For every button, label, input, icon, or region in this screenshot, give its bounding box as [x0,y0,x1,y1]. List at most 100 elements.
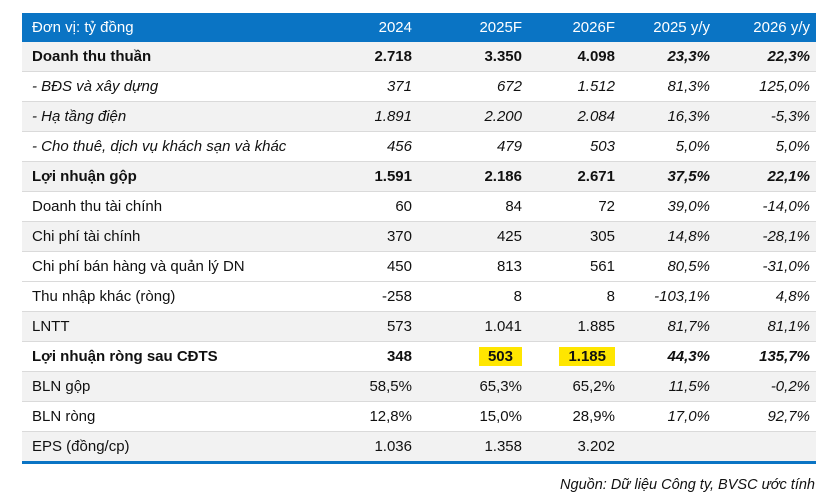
value-cell: 65,2% [528,371,621,402]
value-cell: 2.186 [418,161,528,192]
value-cell: 60 [332,191,418,222]
value-cell: 2.671 [528,161,621,192]
yoy-value-cell: 16,3% [621,101,716,132]
value-cell: 12,8% [332,401,418,432]
value-cell: 456 [332,131,418,162]
column-header-2024: 2024 [378,19,412,36]
yoy-value-cell: 92,7% [716,401,816,432]
table-row: - Cho thuê, dịch vụ khách sạn và khác 456… [22,131,816,162]
value-cell: 4.098 [577,48,615,65]
value-cell: 3.350 [484,48,522,65]
yoy-value-cell [716,431,816,463]
table-row: - BĐS và xây dựng 371 672 1.512 81,3% 125,0% [22,71,816,102]
row-label: Doanh thu tài chính [22,191,332,222]
row-label: EPS (đồng/cp) [22,431,332,463]
value-cell: 348 [332,341,418,372]
value-cell: 65,3% [418,371,528,402]
yoy-value-cell: 81,1% [716,311,816,342]
table-row: Lợi nhuận ròng sau CĐTS 348 503 1.185 44,3% 1… [22,341,816,372]
yoy-value-cell: 5,0% [621,131,716,162]
highlighted-value: 503 [478,347,522,366]
row-label: Doanh thu thuần [32,48,152,65]
table-row: Thu nhập khác (ròng) -258 8 8 -103,1% 4,8% [22,281,816,312]
value-cell: 3.202 [528,431,621,463]
yoy-value-cell: 44,3% [621,341,716,372]
row-label: BLN ròng [22,401,332,432]
value-cell: 2.718 [374,48,412,65]
table-row: Doanh thu tài chính 60 84 72 39,0% -14,0% [22,191,816,222]
value-cell: 371 [332,71,418,102]
value-cell: 15,0% [418,401,528,432]
yoy-value-cell: 125,0% [716,71,816,102]
row-label: - Hạ tầng điện [22,101,332,132]
row-label: Lợi nhuận gộp [22,161,332,192]
yoy-value-cell: 17,0% [621,401,716,432]
value-cell: 370 [332,221,418,252]
value-cell: 1.591 [332,161,418,192]
yoy-value-cell: 37,5% [621,161,716,192]
value-cell: 425 [418,221,528,252]
unit-label: Đơn vị: tỷ đồng [32,19,134,36]
table-row: BLN gộp 58,5% 65,3% 65,2% 11,5% -0,2% [22,371,816,402]
column-header-2026f: 2026F [572,19,615,36]
yoy-value-cell: -31,0% [716,251,816,282]
value-cell: 561 [528,251,621,282]
yoy-value-cell: 39,0% [621,191,716,222]
yoy-value-cell: -14,0% [716,191,816,222]
value-cell: -258 [332,281,418,312]
table-row: Chi phí bán hàng và quản lý DN 450 813 561 8… [22,251,816,282]
value-cell: 72 [528,191,621,222]
value-cell: 479 [418,131,528,162]
table-row: Lợi nhuận gộp 1.591 2.186 2.671 37,5% 22,1% [22,161,816,192]
value-cell: 8 [418,281,528,312]
value-cell: 8 [528,281,621,312]
header-row: Đơn vị: tỷ đồng 2024 2025F 2026F 2025 y/… [22,13,816,42]
value-cell: 813 [418,251,528,282]
value-cell: 1.041 [418,311,528,342]
row-label: Thu nhập khác (ròng) [22,281,332,312]
value-cell: 450 [332,251,418,282]
column-header-2025f: 2025F [479,19,522,36]
table-row: Chi phí tài chính 370 425 305 14,8% -28,1% [22,221,816,252]
yoy-value-cell: 80,5% [621,251,716,282]
table-row: Doanh thu thuần 2.718 3.350 4.098 23,3% 22,3% [22,42,816,72]
value-cell: 1.512 [528,71,621,102]
value-cell: 58,5% [332,371,418,402]
yoy-value-cell: 14,8% [621,221,716,252]
row-label: - BĐS và xây dựng [22,71,332,102]
value-cell: 573 [332,311,418,342]
yoy-value-cell: -103,1% [621,281,716,312]
financial-forecast-table: Đơn vị: tỷ đồng 2024 2025F 2026F 2025 y/… [22,13,816,464]
yoy-value-cell: -5,3% [716,101,816,132]
row-label: LNTT [22,311,332,342]
yoy-value-cell: -0,2% [716,371,816,402]
column-header-2025-yy: 2025 y/y [653,19,710,36]
column-header-2026-yy: 2026 y/y [753,19,810,36]
row-label: - Cho thuê, dịch vụ khách sạn và khác [22,131,332,162]
value-cell: 2.084 [528,101,621,132]
row-label: Chi phí tài chính [22,221,332,252]
source-note: Nguồn: Dữ liệu Công ty, BVSC ước tính [560,477,815,493]
yoy-value-cell: -28,1% [716,221,816,252]
value-cell: 503 [418,341,528,372]
yoy-value-cell: 5,0% [716,131,816,162]
value-cell: 1.358 [418,431,528,463]
value-cell: 84 [418,191,528,222]
value-cell: 28,9% [528,401,621,432]
table-row: - Hạ tầng điện 1.891 2.200 2.084 16,3% -5,3% [22,101,816,132]
value-cell: 1.891 [332,101,418,132]
table-body: Doanh thu thuần 2.718 3.350 4.098 23,3% 22,3%… [22,42,816,463]
yoy-value-cell: 11,5% [621,371,716,402]
yoy-value-cell: 81,7% [621,311,716,342]
yoy-value-cell: 81,3% [621,71,716,102]
value-cell: 1.185 [528,341,621,372]
row-label: Lợi nhuận ròng sau CĐTS [22,341,332,372]
value-cell: 1.885 [528,311,621,342]
row-label: Chi phí bán hàng và quản lý DN [22,251,332,282]
table-row: EPS (đồng/cp) 1.036 1.358 3.202 [22,431,816,463]
highlighted-value: 1.185 [559,347,615,366]
yoy-value-cell: 22,3% [767,48,810,65]
value-cell: 1.036 [332,431,418,463]
value-cell: 305 [528,221,621,252]
